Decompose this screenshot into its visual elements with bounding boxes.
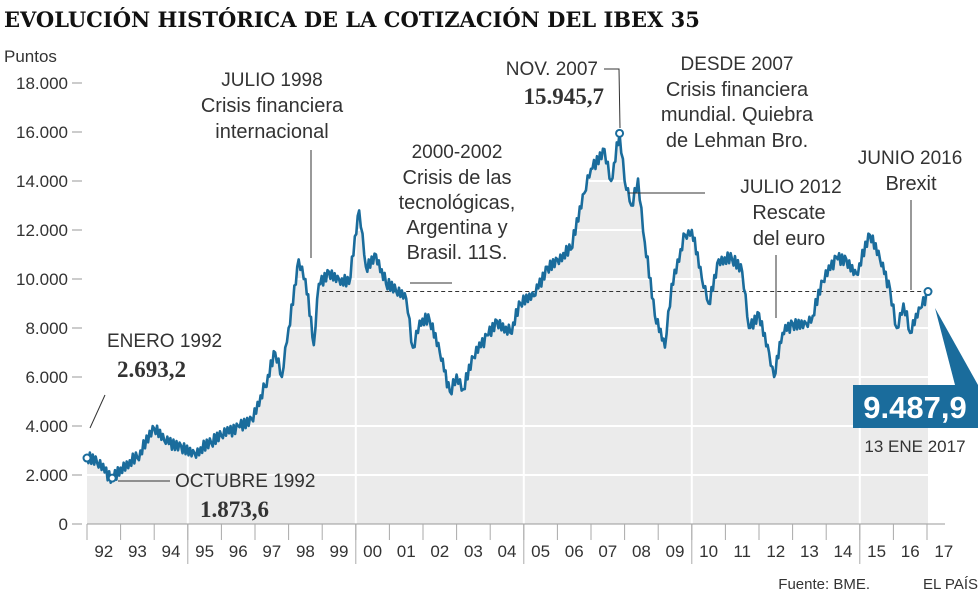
ann-label: JUNIO 2016 <box>858 148 963 169</box>
x-tick-label: 01 <box>397 542 416 561</box>
x-tick-label: 92 <box>94 542 113 561</box>
ann-value: 2.693,2 <box>117 357 186 382</box>
last-value: 9.487,9 <box>863 390 966 425</box>
ann-line: mundial. Quiebra <box>661 104 814 126</box>
y-tick-label: 2.000 <box>25 466 68 485</box>
y-tick-label: 18.000 <box>16 74 68 93</box>
x-tick-label: 05 <box>531 542 550 561</box>
ann-label: NOV. 2007 <box>506 59 598 80</box>
x-tick-label: 04 <box>498 542 517 561</box>
y-tick-label: 16.000 <box>16 123 68 142</box>
x-tick-label: 16 <box>901 542 920 561</box>
annotation-2000-2002: 2000-2002 Crisis de las tecnológicas, Ar… <box>399 142 516 284</box>
ann-line: del euro <box>753 228 825 250</box>
x-tick-label: 12 <box>766 542 785 561</box>
ann-label: JULIO 1998 <box>221 70 322 91</box>
x-tick-label: 09 <box>666 542 685 561</box>
x-tick-label: 06 <box>565 542 584 561</box>
annotation-jul12: JULIO 2012 Rescate del euro <box>740 177 842 318</box>
ann-label: OCTUBRE 1992 <box>175 471 315 492</box>
ann-line: Crisis de las <box>403 167 512 189</box>
x-tick-label: 13 <box>800 542 819 561</box>
y-tick-label: 4.000 <box>25 417 68 436</box>
x-tick-label: 11 <box>733 542 751 561</box>
x-tick-label: 95 <box>195 542 214 561</box>
ann-line: Argentina y <box>406 217 507 239</box>
ann-value: 1.873,6 <box>200 497 269 522</box>
y-tick-label: 6.000 <box>25 368 68 387</box>
source-note: Fuente: BME. <box>778 576 870 593</box>
highlight-point <box>615 128 625 138</box>
annotation-last-value: 9.487,9 13 ENE 2017 <box>853 308 978 456</box>
highlight-point <box>107 473 117 483</box>
x-tick-label: 02 <box>430 542 449 561</box>
x-tick-label: 96 <box>229 542 248 561</box>
y-tick-label: 12.000 <box>16 221 68 240</box>
brand-credit: EL PAÍS <box>923 576 978 593</box>
ann-label: JULIO 2012 <box>740 177 841 198</box>
annotation-jun16: JUNIO 2016 Brexit <box>858 148 963 290</box>
ann-line: Crisis financiera <box>201 95 344 117</box>
x-tick-label: 14 <box>834 542 853 561</box>
ann-line: Crisis financiera <box>666 79 809 101</box>
ann-label: DESDE 2007 <box>680 54 793 75</box>
ann-line: Brexit <box>885 173 937 195</box>
x-tick-label: 03 <box>464 542 483 561</box>
annotation-oct92: OCTUBRE 1992 1.873,6 <box>118 471 315 522</box>
last-date: 13 ENE 2017 <box>864 437 965 456</box>
y-tick-label: 8.000 <box>25 319 68 338</box>
annotation-nov07: NOV. 2007 15.945,7 <box>506 59 621 129</box>
x-tick-label: 99 <box>330 542 349 561</box>
x-tick-label: 08 <box>632 542 651 561</box>
x-tick-label: 17 <box>934 542 953 561</box>
series-line-ibex <box>85 132 929 485</box>
plot-area: 0 2.000 4.000 6.000 8.000 10.000 12.000 14.000 1… <box>16 74 953 564</box>
y-tick-label: 14.000 <box>16 172 68 191</box>
x-tick-label: 97 <box>262 542 281 561</box>
x-tick-label: 94 <box>162 542 181 561</box>
annotation-jan92: ENERO 1992 2.693,2 <box>89 331 222 429</box>
ann-line: Rescate <box>752 202 825 224</box>
y-axis-label: Puntos <box>4 47 57 66</box>
x-tick-label: 10 <box>699 542 718 561</box>
x-tick-label: 00 <box>363 542 382 561</box>
highlight-point <box>82 453 92 463</box>
ann-label: ENERO 1992 <box>107 331 222 352</box>
ann-line: internacional <box>215 121 328 143</box>
annotation-jul98: JULIO 1998 Crisis financiera internacion… <box>201 70 344 258</box>
ann-line: tecnológicas, <box>399 192 516 214</box>
ann-line: de Lehman Bro. <box>666 130 808 152</box>
chart-title: EVOLUCIÓN HISTÓRICA DE LA COTIZACIÓN DEL… <box>4 7 700 32</box>
ann-value: 15.945,7 <box>524 84 605 109</box>
x-tick-label: 93 <box>128 542 147 561</box>
annotation-since07: DESDE 2007 Crisis financiera mundial. Qu… <box>628 54 814 194</box>
y-tick-label: 0 <box>59 515 68 534</box>
highlight-point <box>923 287 933 297</box>
ann-line: Brasil. 11S. <box>407 242 508 264</box>
x-tick-label: 07 <box>598 542 617 561</box>
x-tick-label: 15 <box>867 542 886 561</box>
ann-label: 2000-2002 <box>412 142 503 163</box>
y-tick-label: 10.000 <box>16 270 68 289</box>
x-tick-label: 98 <box>296 542 315 561</box>
